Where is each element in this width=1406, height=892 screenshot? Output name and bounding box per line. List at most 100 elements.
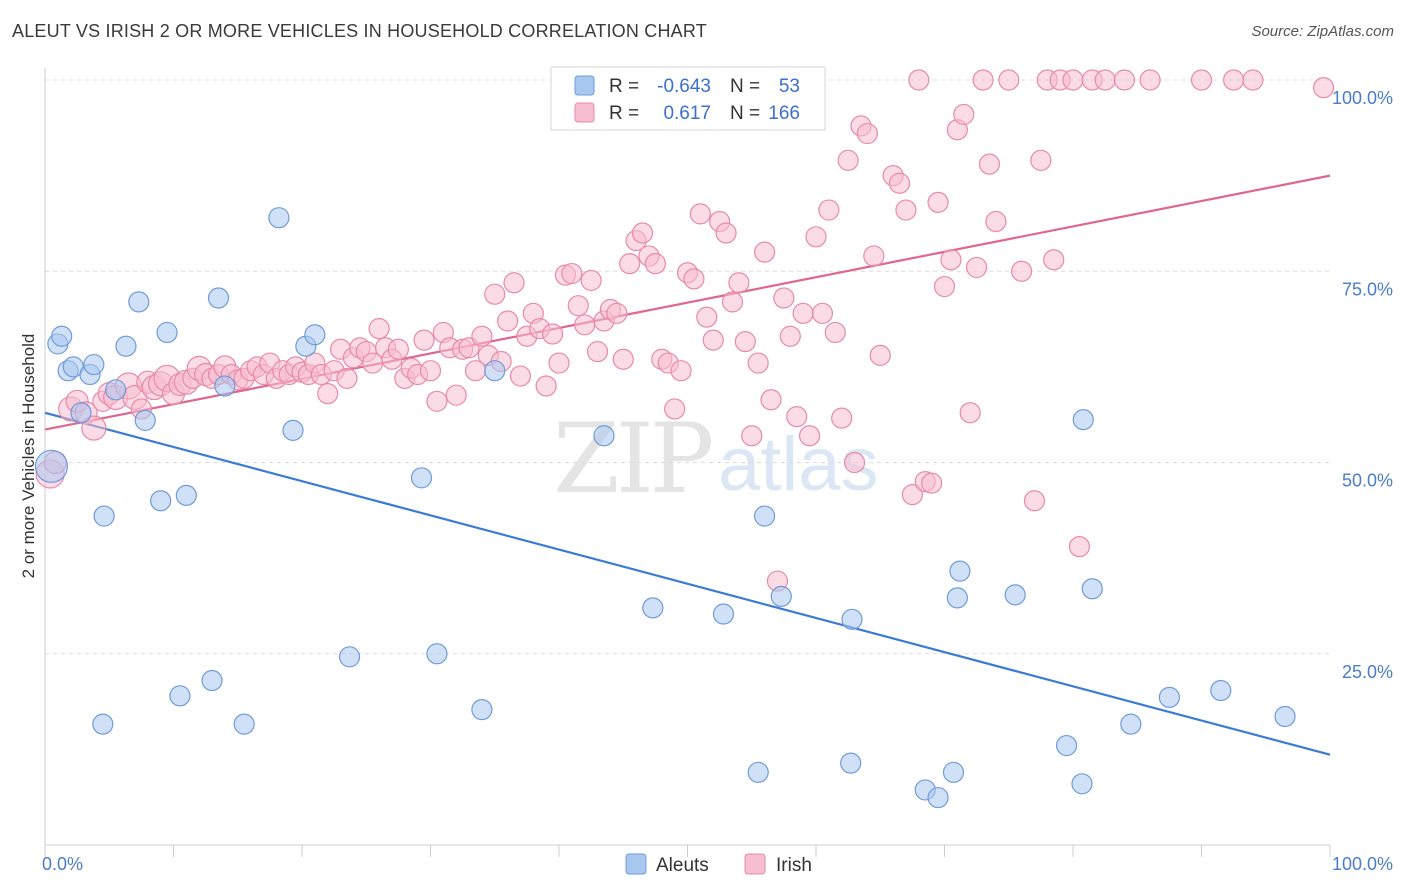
point-irish-154	[1094, 69, 1116, 91]
point-irish-125	[863, 245, 885, 267]
point-irish-89	[631, 222, 654, 244]
point-aleuts-37	[840, 752, 862, 774]
point-aleuts-8	[92, 713, 114, 735]
watermark: ZIP atlas	[553, 403, 879, 515]
point-irish-66	[484, 283, 506, 305]
point-irish-146	[1023, 490, 1046, 512]
point-irish-55	[413, 329, 435, 351]
point-irish-60	[445, 384, 467, 406]
chart-title: ALEUT VS IRISH 2 OR MORE VEHICLES IN HOU…	[12, 21, 707, 41]
point-irish-82	[586, 340, 609, 363]
point-irish-160	[1312, 77, 1335, 99]
point-aleuts-31	[593, 425, 615, 447]
point-irish-51	[387, 338, 409, 360]
point-aleuts-21	[233, 713, 255, 735]
legend-r-value-irish: 0.617	[663, 103, 711, 124]
point-irish-117	[811, 302, 834, 324]
point-aleuts-2	[51, 325, 73, 347]
legend-n-value-irish: 166	[768, 103, 800, 124]
point-irish-159	[1242, 69, 1264, 91]
point-irish-139	[959, 402, 981, 424]
point-irish-64	[471, 325, 493, 347]
point-irish-99	[696, 306, 718, 328]
point-irish-106	[741, 425, 763, 447]
point-irish-68	[497, 310, 519, 332]
point-aleuts-41	[942, 761, 965, 783]
point-irish-140	[966, 256, 988, 279]
point-irish-141	[972, 69, 994, 91]
legend-r-value-aleuts: -0.643	[657, 76, 711, 97]
legend-swatch-aleuts	[574, 75, 595, 96]
point-irish-144	[998, 69, 1020, 91]
legend-n-value-aleuts: 53	[779, 76, 800, 97]
point-irish-112	[779, 325, 801, 347]
point-irish-98	[689, 203, 711, 225]
point-irish-119	[824, 321, 846, 344]
point-aleuts-16	[169, 685, 191, 707]
point-irish-104	[728, 272, 750, 294]
trend-line-aleuts	[44, 411, 1331, 756]
trend-line-irish	[44, 174, 1331, 431]
point-aleuts-14	[150, 490, 172, 512]
point-aleuts-27	[410, 467, 433, 489]
point-irish-142	[978, 153, 1001, 175]
point-irish-57	[426, 390, 448, 412]
point-irish-75	[541, 323, 564, 345]
point-irish-86	[612, 348, 634, 370]
y-tick-label-50: 50.0%	[1342, 471, 1393, 491]
point-aleuts-38	[841, 608, 863, 630]
point-aleuts-11	[115, 335, 137, 357]
trend-lines	[44, 174, 1331, 756]
point-aleuts-30	[484, 360, 506, 382]
point-irish-109	[760, 389, 782, 411]
point-irish-40	[317, 383, 339, 405]
point-irish-134	[927, 191, 949, 213]
point-irish-100	[702, 329, 724, 351]
point-irish-156	[1139, 69, 1161, 91]
point-irish-80	[574, 314, 596, 336]
point-aleuts-33	[712, 603, 735, 625]
point-aleuts-40	[927, 786, 949, 809]
data-points	[34, 69, 1335, 809]
point-aleuts-7	[83, 353, 105, 376]
chart-source: Source: ZipAtlas.com	[1251, 23, 1394, 40]
point-aleuts-17	[175, 484, 197, 506]
point-irish-114	[792, 302, 814, 324]
point-irish-94	[664, 398, 686, 420]
point-irish-91	[644, 253, 666, 275]
point-aleuts-43	[949, 560, 971, 582]
watermark-zip: ZIP	[553, 403, 712, 515]
point-irish-131	[908, 69, 930, 91]
point-irish-120	[831, 407, 853, 429]
point-irish-87	[619, 253, 641, 275]
point-irish-108	[753, 241, 776, 263]
point-irish-103	[721, 291, 744, 313]
point-irish-111	[773, 287, 795, 309]
point-aleuts-47	[1072, 409, 1094, 431]
point-irish-118	[818, 199, 840, 221]
point-aleuts-42	[946, 587, 968, 609]
point-irish-126	[869, 344, 891, 366]
point-irish-155	[1113, 69, 1136, 91]
point-aleuts-44	[1004, 584, 1026, 606]
y-axis-title: 2 or more Vehicles in Household	[19, 334, 38, 579]
point-irish-81	[580, 269, 602, 292]
legend-n-label-aleuts: N =	[730, 76, 760, 97]
point-irish-151	[1062, 69, 1084, 91]
point-irish-56	[419, 360, 442, 382]
point-irish-105	[734, 331, 756, 353]
point-irish-133	[921, 472, 943, 494]
point-irish-152	[1068, 536, 1091, 558]
point-aleuts-52	[1274, 705, 1296, 728]
point-aleuts-20	[214, 375, 236, 397]
point-irish-115	[798, 425, 821, 447]
point-irish-157	[1190, 69, 1213, 91]
y-tick-label-100: 100.0%	[1332, 88, 1393, 108]
point-irish-43	[336, 367, 358, 389]
point-aleuts-35	[747, 761, 769, 783]
bottom-legend-label-irish: Irish	[776, 855, 812, 876]
bottom-legend-swatch-irish	[744, 853, 766, 875]
point-aleuts-0	[34, 449, 69, 483]
point-aleuts-18	[201, 669, 223, 692]
point-aleuts-25	[304, 324, 326, 346]
